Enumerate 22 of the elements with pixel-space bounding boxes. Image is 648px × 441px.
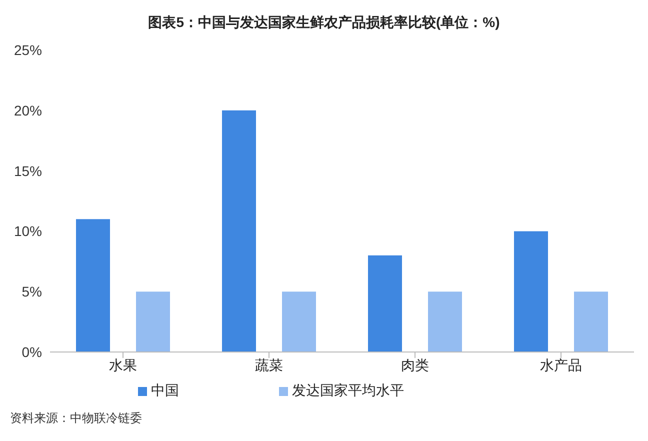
bar <box>514 231 548 352</box>
bar <box>76 219 110 352</box>
y-tick-label: 10% <box>14 223 42 240</box>
bar <box>136 292 170 352</box>
y-tick-label: 25% <box>14 42 42 58</box>
legend-label: 发达国家平均水平 <box>292 382 404 398</box>
x-tick-label: 肉类 <box>401 356 429 373</box>
x-tick-label: 蔬菜 <box>255 356 283 373</box>
bar <box>574 292 608 352</box>
text: 资料来源：中物联冷链委 <box>10 410 142 427</box>
bar <box>222 110 256 352</box>
x-tick-label: 水产品 <box>540 356 582 373</box>
bar <box>368 255 402 352</box>
chart-title: 图表5：中国与发达国家生鲜农产品损耗率比较(单位：%) <box>147 14 501 32</box>
bar <box>428 292 462 352</box>
y-tick-label: 5% <box>22 284 42 300</box>
legend-label: 中国 <box>151 382 179 398</box>
bar <box>282 292 316 352</box>
y-tick-label: 20% <box>14 102 42 118</box>
y-tick-label: 15% <box>14 162 42 179</box>
x-tick-label: 水果 <box>109 356 137 373</box>
y-tick-label: 0% <box>22 344 42 360</box>
